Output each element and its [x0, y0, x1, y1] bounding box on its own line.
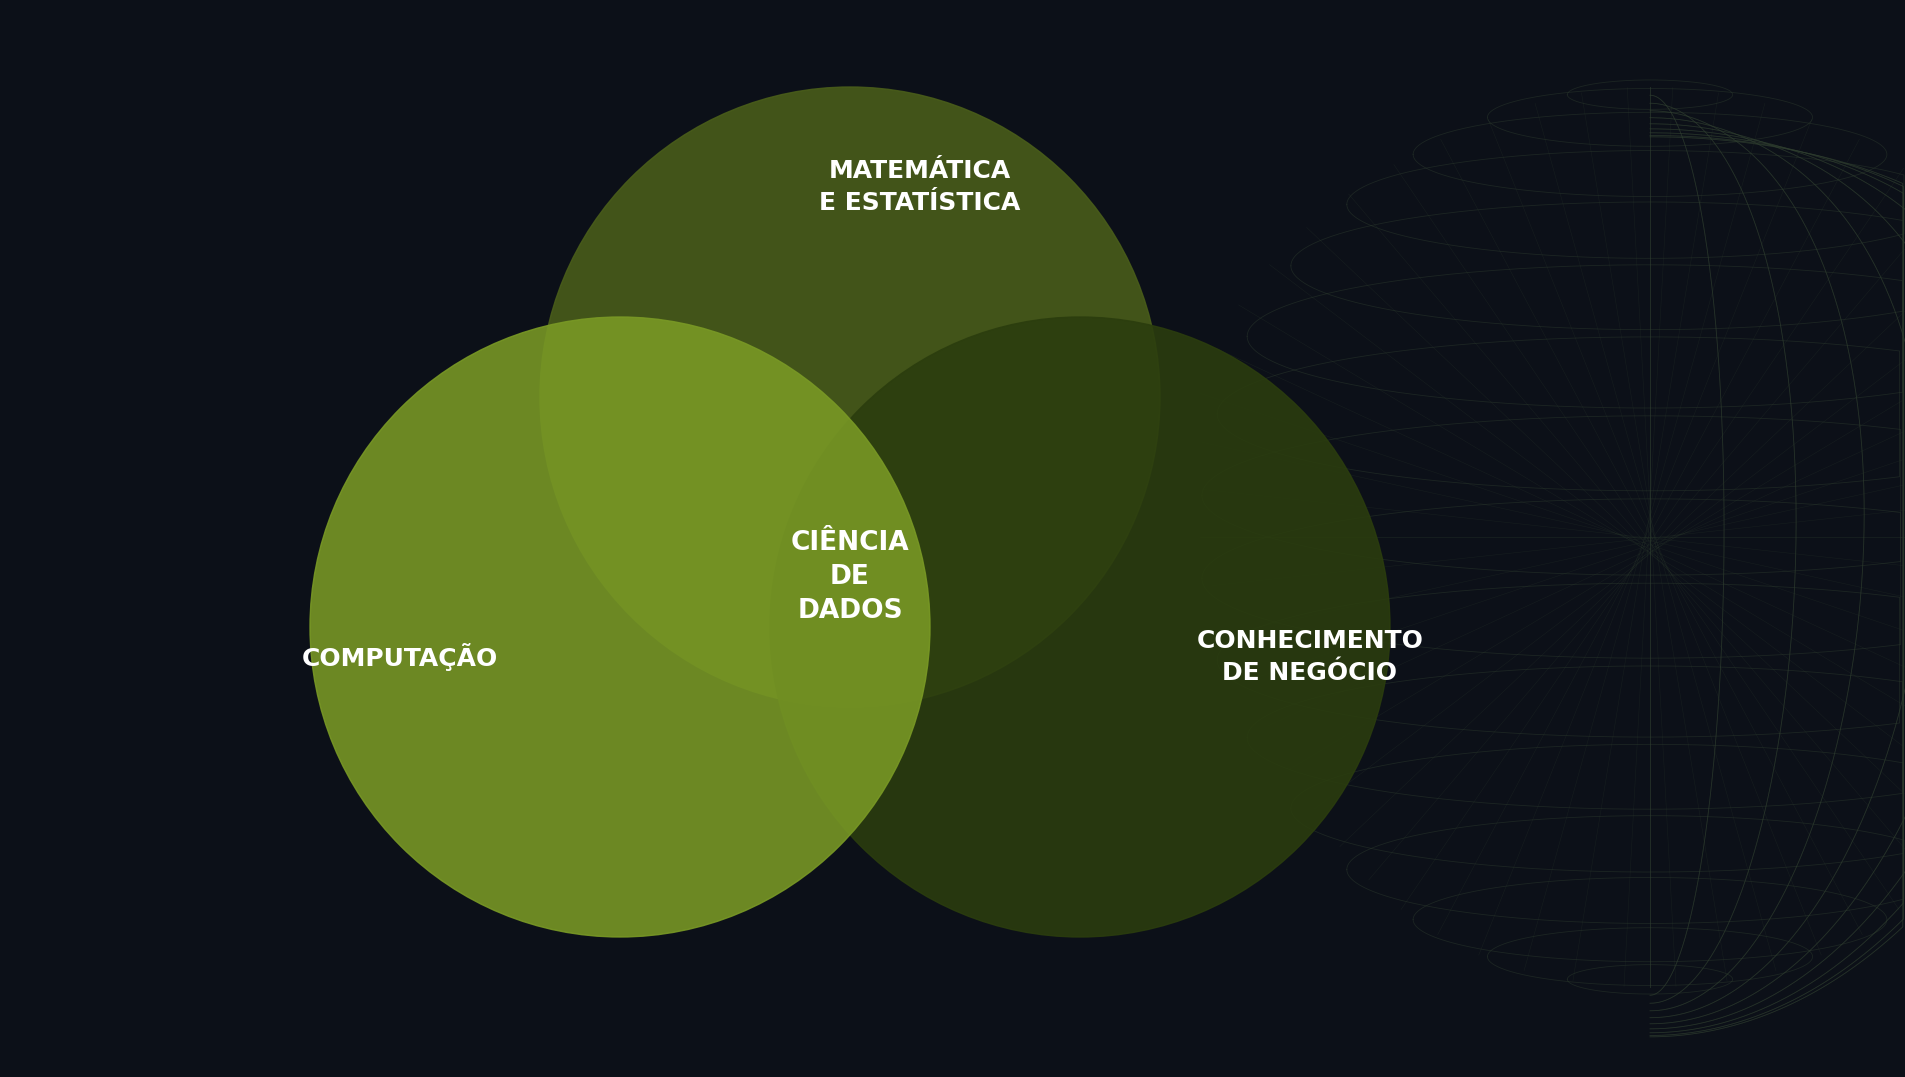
Circle shape: [539, 87, 1160, 707]
Text: CIÊNCIA
DE
DADOS: CIÊNCIA DE DADOS: [791, 530, 909, 624]
Text: MATEMÁTICA
E ESTATÍSTICA: MATEMÁTICA E ESTATÍSTICA: [819, 159, 1021, 214]
Circle shape: [770, 317, 1389, 937]
Circle shape: [311, 317, 930, 937]
Text: CONHECIMENTO
DE NEGÓCIO: CONHECIMENTO DE NEGÓCIO: [1196, 629, 1423, 685]
Text: COMPUTAÇÃO: COMPUTAÇÃO: [301, 643, 497, 671]
